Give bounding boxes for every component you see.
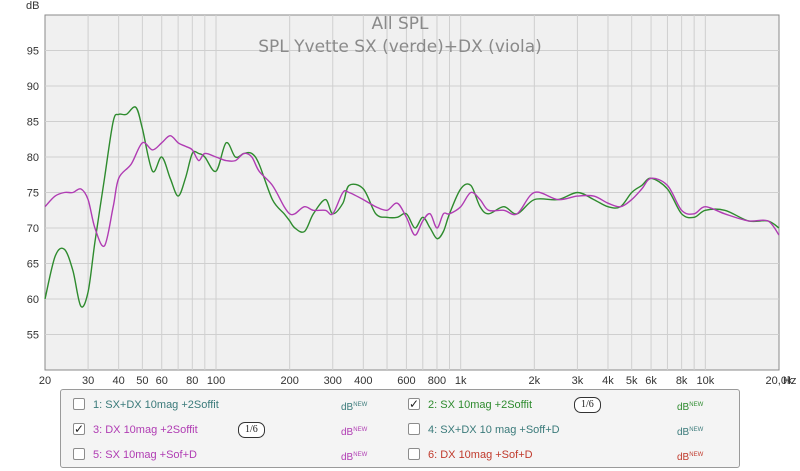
legend-unit-6[interactable]: dBNEW xyxy=(677,452,704,463)
x-tick-label: 30 xyxy=(82,375,94,387)
x-tick-label: 2k xyxy=(529,375,541,387)
legend-label-6: 6: DX 10mag +Sof+D xyxy=(428,449,533,461)
x-axis-label: Hz xyxy=(783,375,796,387)
x-tick-label: 10k xyxy=(696,375,714,387)
legend-label-5: 5: SX 10mag +Sof+D xyxy=(93,449,197,461)
legend-unit-5[interactable]: dBNEW xyxy=(341,452,368,463)
x-tick-label: 400 xyxy=(354,375,372,387)
y-tick-label: 60 xyxy=(27,294,39,306)
y-tick-labels: 95 90 85 80 75 70 65 60 55 xyxy=(27,46,39,342)
x-tick-label: 100 xyxy=(207,375,225,387)
x-tick-label: 300 xyxy=(324,375,342,387)
legend-checkbox-5[interactable] xyxy=(73,448,85,460)
x-tick-label: 60 xyxy=(156,375,168,387)
legend-unit-4[interactable]: dBNEW xyxy=(677,427,704,438)
y-tick-label: 80 xyxy=(27,152,39,164)
smoothing-badge-3[interactable]: 1/6 xyxy=(238,422,265,438)
x-tick-label: 80 xyxy=(186,375,198,387)
x-tick-label: 5k xyxy=(626,375,638,387)
legend-unit-2[interactable]: dBNEW xyxy=(677,402,704,413)
x-tick-label: 20 xyxy=(39,375,51,387)
y-tick-label: 90 xyxy=(27,81,39,93)
series-layer xyxy=(44,106,780,308)
chart-title: All SPL xyxy=(372,14,430,34)
x-tick-label: 600 xyxy=(397,375,415,387)
x-tick-label: 200 xyxy=(280,375,298,387)
x-tick-label: 40 xyxy=(113,375,125,387)
legend-panel: 1: SX+DX 10mag +2Soffit dBNEW ✓ 2: SX 10… xyxy=(60,389,740,468)
series-line-1 xyxy=(44,106,780,308)
y-tick-label: 75 xyxy=(27,188,39,200)
legend-unit-1[interactable]: dBNEW xyxy=(341,402,368,413)
chart-subtitle: SPL Yvette SX (verde)+DX (viola) xyxy=(258,37,542,57)
x-tick-label: 6k xyxy=(645,375,657,387)
legend-checkbox-2[interactable]: ✓ xyxy=(408,397,420,411)
x-tick-label: 20,0k xyxy=(766,375,793,387)
y-tick-label: 95 xyxy=(27,46,39,58)
x-tick-labels: 20 30 40 50 60 80 100 200 300 400 600 800 1k 2k 3k 4k 5k… xyxy=(39,375,793,387)
y-tick-label: 55 xyxy=(27,330,39,342)
legend-checkbox-6[interactable] xyxy=(408,448,420,460)
legend-unit-3[interactable]: dBNEW xyxy=(341,427,368,438)
x-tick-label: 800 xyxy=(428,375,446,387)
legend-label-2: 2: SX 10mag +2Soffit xyxy=(428,399,533,411)
y-axis-label: dB xyxy=(26,0,39,12)
x-tick-label: 8k xyxy=(676,375,688,387)
y-grid xyxy=(45,50,779,335)
legend-label-3: 3: DX 10mag +2Soffit xyxy=(93,424,198,436)
x-tick-label: 3k xyxy=(572,375,584,387)
spl-chart: 95 90 85 80 75 70 65 60 55 20 30 40 50 60 80 100 200 300… xyxy=(26,0,796,387)
legend-checkbox-1[interactable] xyxy=(73,398,85,410)
y-tick-label: 85 xyxy=(27,117,39,129)
legend-label-4: 4: SX+DX 10 mag +Soff+D xyxy=(428,424,560,436)
x-tick-label: 50 xyxy=(136,375,148,387)
series-line-2 xyxy=(44,135,780,248)
smoothing-badge-2[interactable]: 1/6 xyxy=(574,397,601,413)
legend-checkbox-4[interactable] xyxy=(408,423,420,435)
legend-checkbox-3[interactable]: ✓ xyxy=(73,422,85,436)
x-tick-label: 1k xyxy=(455,375,467,387)
y-tick-label: 65 xyxy=(27,259,39,271)
y-tick-label: 70 xyxy=(27,223,39,235)
x-tick-label: 4k xyxy=(602,375,614,387)
legend-label-1: 1: SX+DX 10mag +2Soffit xyxy=(93,399,219,411)
